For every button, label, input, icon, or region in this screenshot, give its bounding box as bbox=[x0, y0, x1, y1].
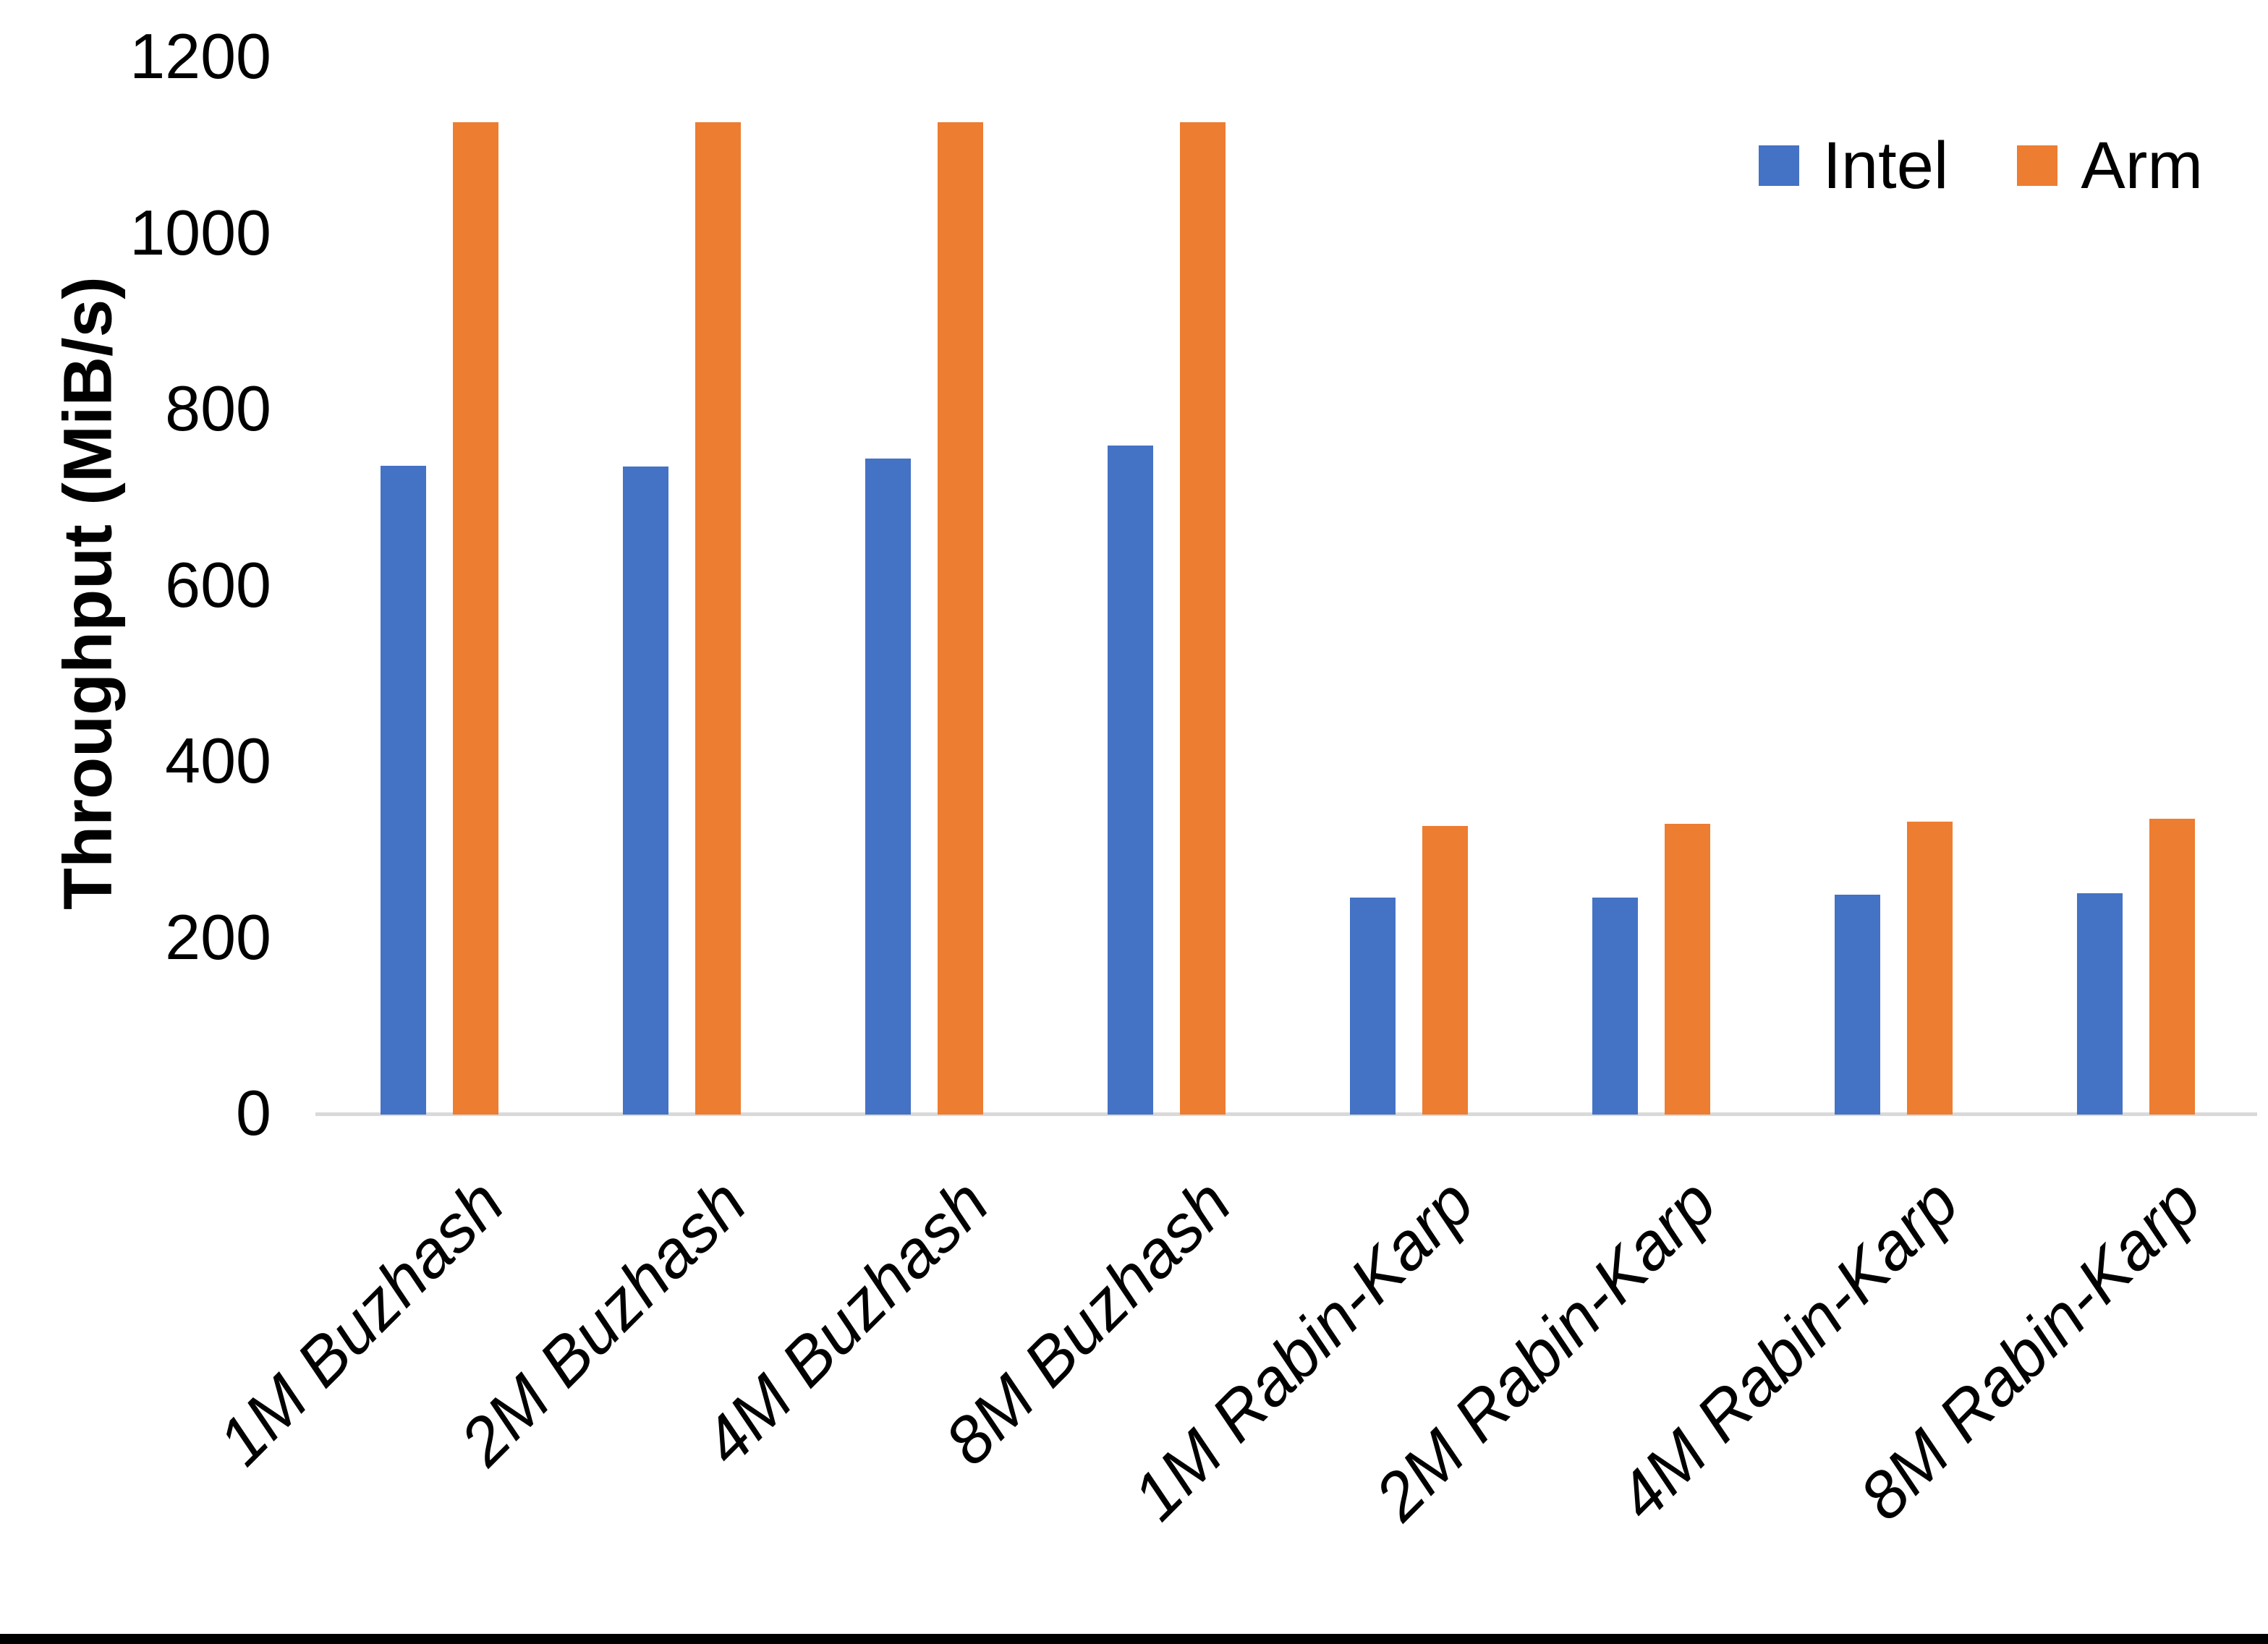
bar-arm bbox=[1665, 824, 1710, 1115]
y-tick-label: 1200 bbox=[129, 20, 271, 93]
bar-intel bbox=[2077, 893, 2123, 1115]
bar-arm bbox=[453, 122, 498, 1115]
bar-intel bbox=[623, 466, 668, 1115]
y-tick-label: 800 bbox=[165, 372, 271, 445]
bottom-border bbox=[0, 1634, 2268, 1644]
legend-swatch-intel bbox=[1759, 145, 1800, 186]
legend-label: Intel bbox=[1822, 129, 1949, 203]
bar-arm bbox=[1907, 821, 1953, 1115]
legend-swatch-arm bbox=[2017, 145, 2058, 186]
legend-item-intel: Intel bbox=[1759, 132, 1948, 199]
y-tick-label: 200 bbox=[165, 900, 271, 973]
bar-arm bbox=[695, 122, 741, 1115]
x-axis-line bbox=[315, 1112, 2257, 1116]
y-tick-label: 0 bbox=[236, 1077, 271, 1149]
bar-intel bbox=[865, 458, 911, 1115]
y-tick-label: 400 bbox=[165, 725, 271, 797]
bar-intel bbox=[1835, 894, 1880, 1115]
y-tick-label: 600 bbox=[165, 548, 271, 621]
y-tick-label: 1000 bbox=[129, 196, 271, 268]
bar-intel bbox=[381, 465, 426, 1115]
legend-item-arm: Arm bbox=[2017, 132, 2203, 199]
bar-arm bbox=[1180, 122, 1226, 1115]
bar-intel bbox=[1592, 898, 1638, 1115]
legend-label: Arm bbox=[2081, 129, 2203, 203]
bar-arm bbox=[1422, 825, 1468, 1115]
bar-arm bbox=[2149, 818, 2195, 1115]
bar-intel bbox=[1350, 898, 1396, 1115]
legend: Intel Arm bbox=[1759, 132, 2203, 199]
bar-intel bbox=[1108, 445, 1153, 1115]
bar-arm bbox=[938, 122, 983, 1115]
